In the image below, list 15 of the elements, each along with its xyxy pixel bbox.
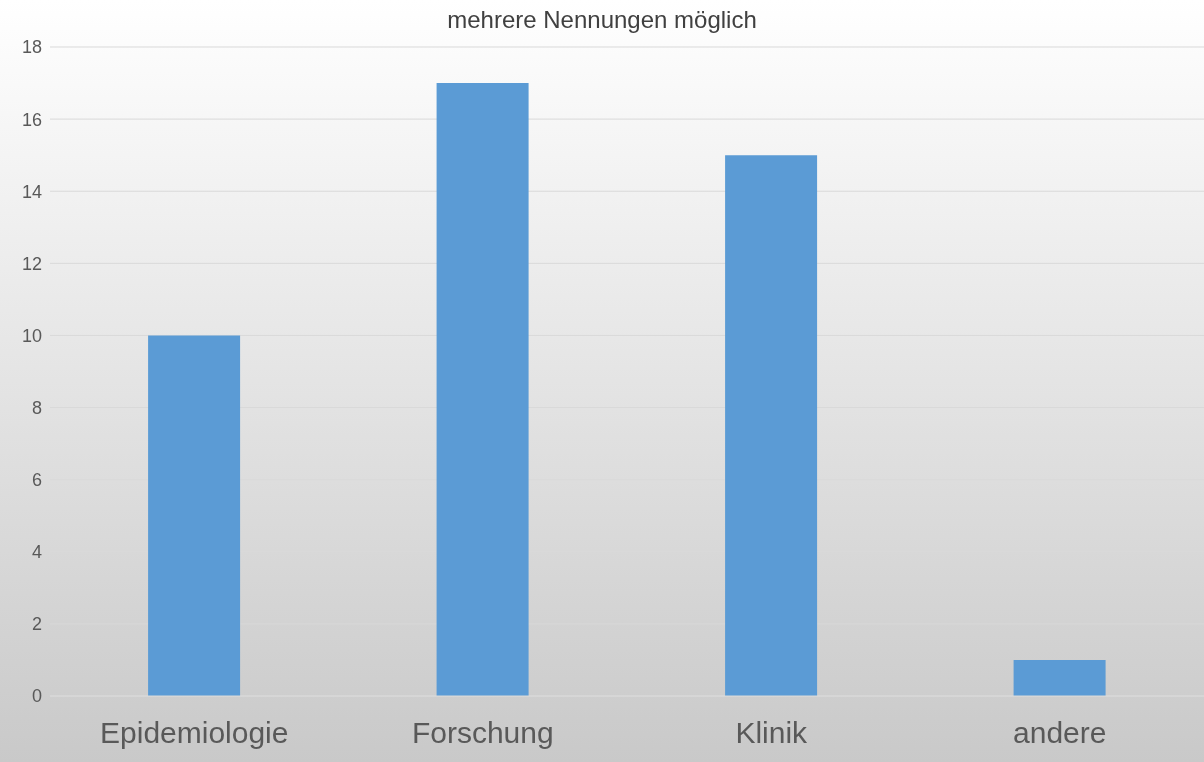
y-tick-label: 8 [31,397,42,418]
y-tick-label: 6 [31,470,42,491]
y-tick-label: 0 [31,686,42,707]
x-tick-label: Forschung [411,716,554,750]
chart-title: mehrere Nennungen möglich [446,6,758,34]
x-tick-label: Klinik [735,716,809,750]
y-tick-label: 16 [21,109,42,130]
y-tick-label: 2 [31,614,42,635]
y-tick-label: 10 [21,325,42,346]
y-tick-label: 14 [21,181,42,202]
y-tick-label: 18 [21,37,42,58]
y-tick-label: 4 [31,542,42,563]
x-tick-label: Epidemiologie [100,716,289,750]
x-tick-label: andere [1013,716,1107,750]
y-tick-label: 12 [21,253,42,274]
